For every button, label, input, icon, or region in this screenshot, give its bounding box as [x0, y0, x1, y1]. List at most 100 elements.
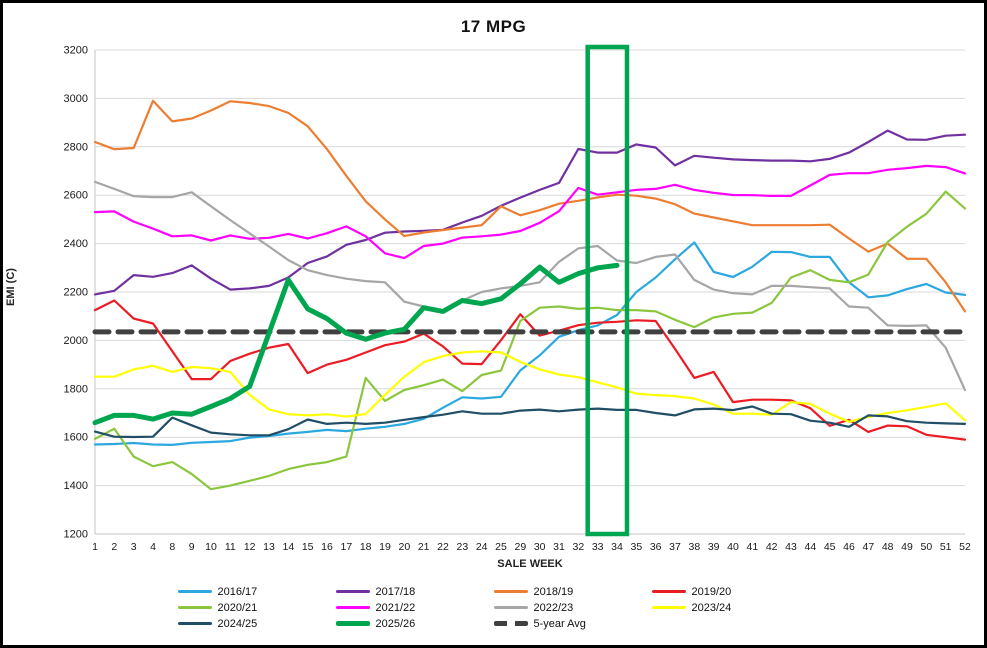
y-tick-label: 2000: [64, 335, 88, 347]
legend-swatch-2020-21: [177, 606, 212, 609]
x-tick-label: 14: [282, 541, 294, 553]
x-tick-label: 36: [650, 541, 662, 553]
legend-item-2021-22: 2021/22: [335, 600, 494, 615]
legend-swatch-2016-17: [177, 590, 212, 593]
legend-swatch-2017-18: [335, 590, 370, 593]
y-tick-label: 1600: [64, 432, 88, 444]
x-tick-label: 41: [746, 541, 758, 553]
x-tick-label: 8: [169, 541, 175, 553]
legend-label: 2020/21: [217, 601, 258, 614]
legend-item-2025-26: 2025/26: [335, 616, 494, 631]
legend-swatch-2018-19: [493, 590, 528, 593]
chart-legend: 2016/17 2017/18 2018/19 2019/20 2020/21 2021/…: [3, 584, 984, 631]
legend-item-2022-23: 2022/23: [493, 600, 652, 615]
series-line-2022-23: [93, 180, 967, 392]
x-tick-label: 35: [630, 541, 642, 553]
legend-label: 2019/20: [691, 585, 732, 598]
x-tick-label: 22: [437, 541, 449, 553]
series-line-2019-20: [93, 299, 967, 441]
legend-item-2016-17: 2016/17: [177, 584, 336, 599]
x-tick-label: 33: [592, 541, 604, 553]
series-line-2023-24: [93, 350, 967, 423]
x-tick-label: 51: [940, 541, 952, 553]
x-tick-label: 39: [708, 541, 720, 553]
x-tick-label: 37: [669, 541, 681, 553]
x-tick-label: 48: [882, 541, 894, 553]
x-tick-label: 23: [456, 541, 468, 553]
x-tick-label: 49: [901, 541, 913, 553]
x-tick-label: 52: [959, 541, 971, 553]
series-line-2021-22: [93, 164, 967, 260]
legend-label: 2023/24: [691, 601, 732, 614]
y-tick-label: 3000: [64, 93, 88, 105]
legend-swatch-2024-25: [177, 622, 212, 625]
legend-item-2020-21: 2020/21: [177, 600, 336, 615]
chart-title: 17 MPG: [460, 17, 527, 36]
x-tick-label: 44: [804, 541, 816, 553]
legend-swatch-2022-23: [493, 606, 528, 609]
legend-item-2024-25: 2024/25: [177, 616, 336, 631]
legend-swatch-2021-22: [335, 606, 370, 609]
x-tick-label: 40: [727, 541, 739, 553]
series-line-2020-21: [93, 190, 967, 491]
x-tick-label: 25: [495, 541, 507, 553]
legend-label: 2022/23: [533, 601, 574, 614]
x-tick-label: 10: [205, 541, 217, 553]
legend-item-2023-24: 2023/24: [651, 600, 810, 615]
x-tick-label: 20: [398, 541, 410, 553]
x-tick-label: 21: [418, 541, 430, 553]
plot-area: 1200 1400 1600 1800 2000 2200 2400 2600 2800 3000…: [64, 44, 971, 554]
x-tick-label: 2: [111, 541, 117, 553]
x-tick-label: 42: [766, 541, 778, 553]
series-line-2018-19: [93, 99, 967, 313]
y-tick-label: 3200: [64, 45, 88, 57]
x-tick-label: 18: [360, 541, 372, 553]
x-tick-label: 4: [150, 541, 156, 553]
x-tick-label: 34: [611, 541, 623, 553]
x-tick-label: 24: [476, 541, 488, 553]
y-tick-label: 2800: [64, 141, 88, 153]
x-tick-label: 19: [379, 541, 391, 553]
legend-swatch-2019-20: [651, 590, 686, 593]
legend-label: 2017/18: [375, 585, 416, 598]
x-tick-label: 38: [688, 541, 700, 553]
y-tick-label: 2400: [64, 238, 88, 250]
series-line-2025-26: [92, 262, 620, 426]
x-tick-label: 15: [302, 541, 314, 553]
x-tick-label: 50: [920, 541, 932, 553]
x-tick-label: 45: [824, 541, 836, 553]
y-tick-label: 1800: [64, 383, 88, 395]
legend-swatch-5-year-avg: [493, 621, 528, 626]
x-tick-label: 12: [244, 541, 256, 553]
series-line-2024-25: [93, 405, 967, 439]
x-tick-label: 11: [225, 541, 236, 553]
legend-item-5-year-avg: 5-year Avg: [493, 616, 652, 631]
legend-label: 2016/17: [217, 585, 258, 598]
x-tick-label: 16: [321, 541, 333, 553]
x-tick-label: 3: [131, 541, 137, 553]
series-line-2017-18: [93, 129, 967, 296]
x-tick-label: 17: [340, 541, 352, 553]
legend-row: 2016/17 2017/18 2018/19 2019/20: [177, 584, 810, 599]
x-tick-label: 32: [572, 541, 584, 553]
x-tick-label: 43: [785, 541, 797, 553]
y-tick-label: 1200: [64, 529, 88, 541]
series-line-2016-17: [93, 241, 967, 446]
legend-label: 2025/26: [375, 617, 416, 630]
legend-swatch-2025-26: [335, 621, 370, 626]
legend-label: 2021/22: [375, 601, 416, 614]
legend-item-2017-18: 2017/18: [335, 584, 494, 599]
legend-item-2018-19: 2018/19: [493, 584, 652, 599]
x-tick-label: 13: [263, 541, 275, 553]
x-tick-label: 30: [534, 541, 546, 553]
x-tick-label: 29: [514, 541, 526, 553]
x-tick-label: 31: [553, 541, 565, 553]
highlight-box-weeks-33-34: [585, 44, 630, 537]
legend-item-2019-20: 2019/20: [651, 584, 810, 599]
legend-label: 2018/19: [533, 585, 574, 598]
legend-label: 2024/25: [217, 617, 258, 630]
legend-row: 2020/21 2021/22 2022/23 2023/24: [177, 600, 810, 615]
x-tick-label: 9: [189, 541, 195, 553]
legend-label: 5-year Avg: [533, 617, 586, 630]
